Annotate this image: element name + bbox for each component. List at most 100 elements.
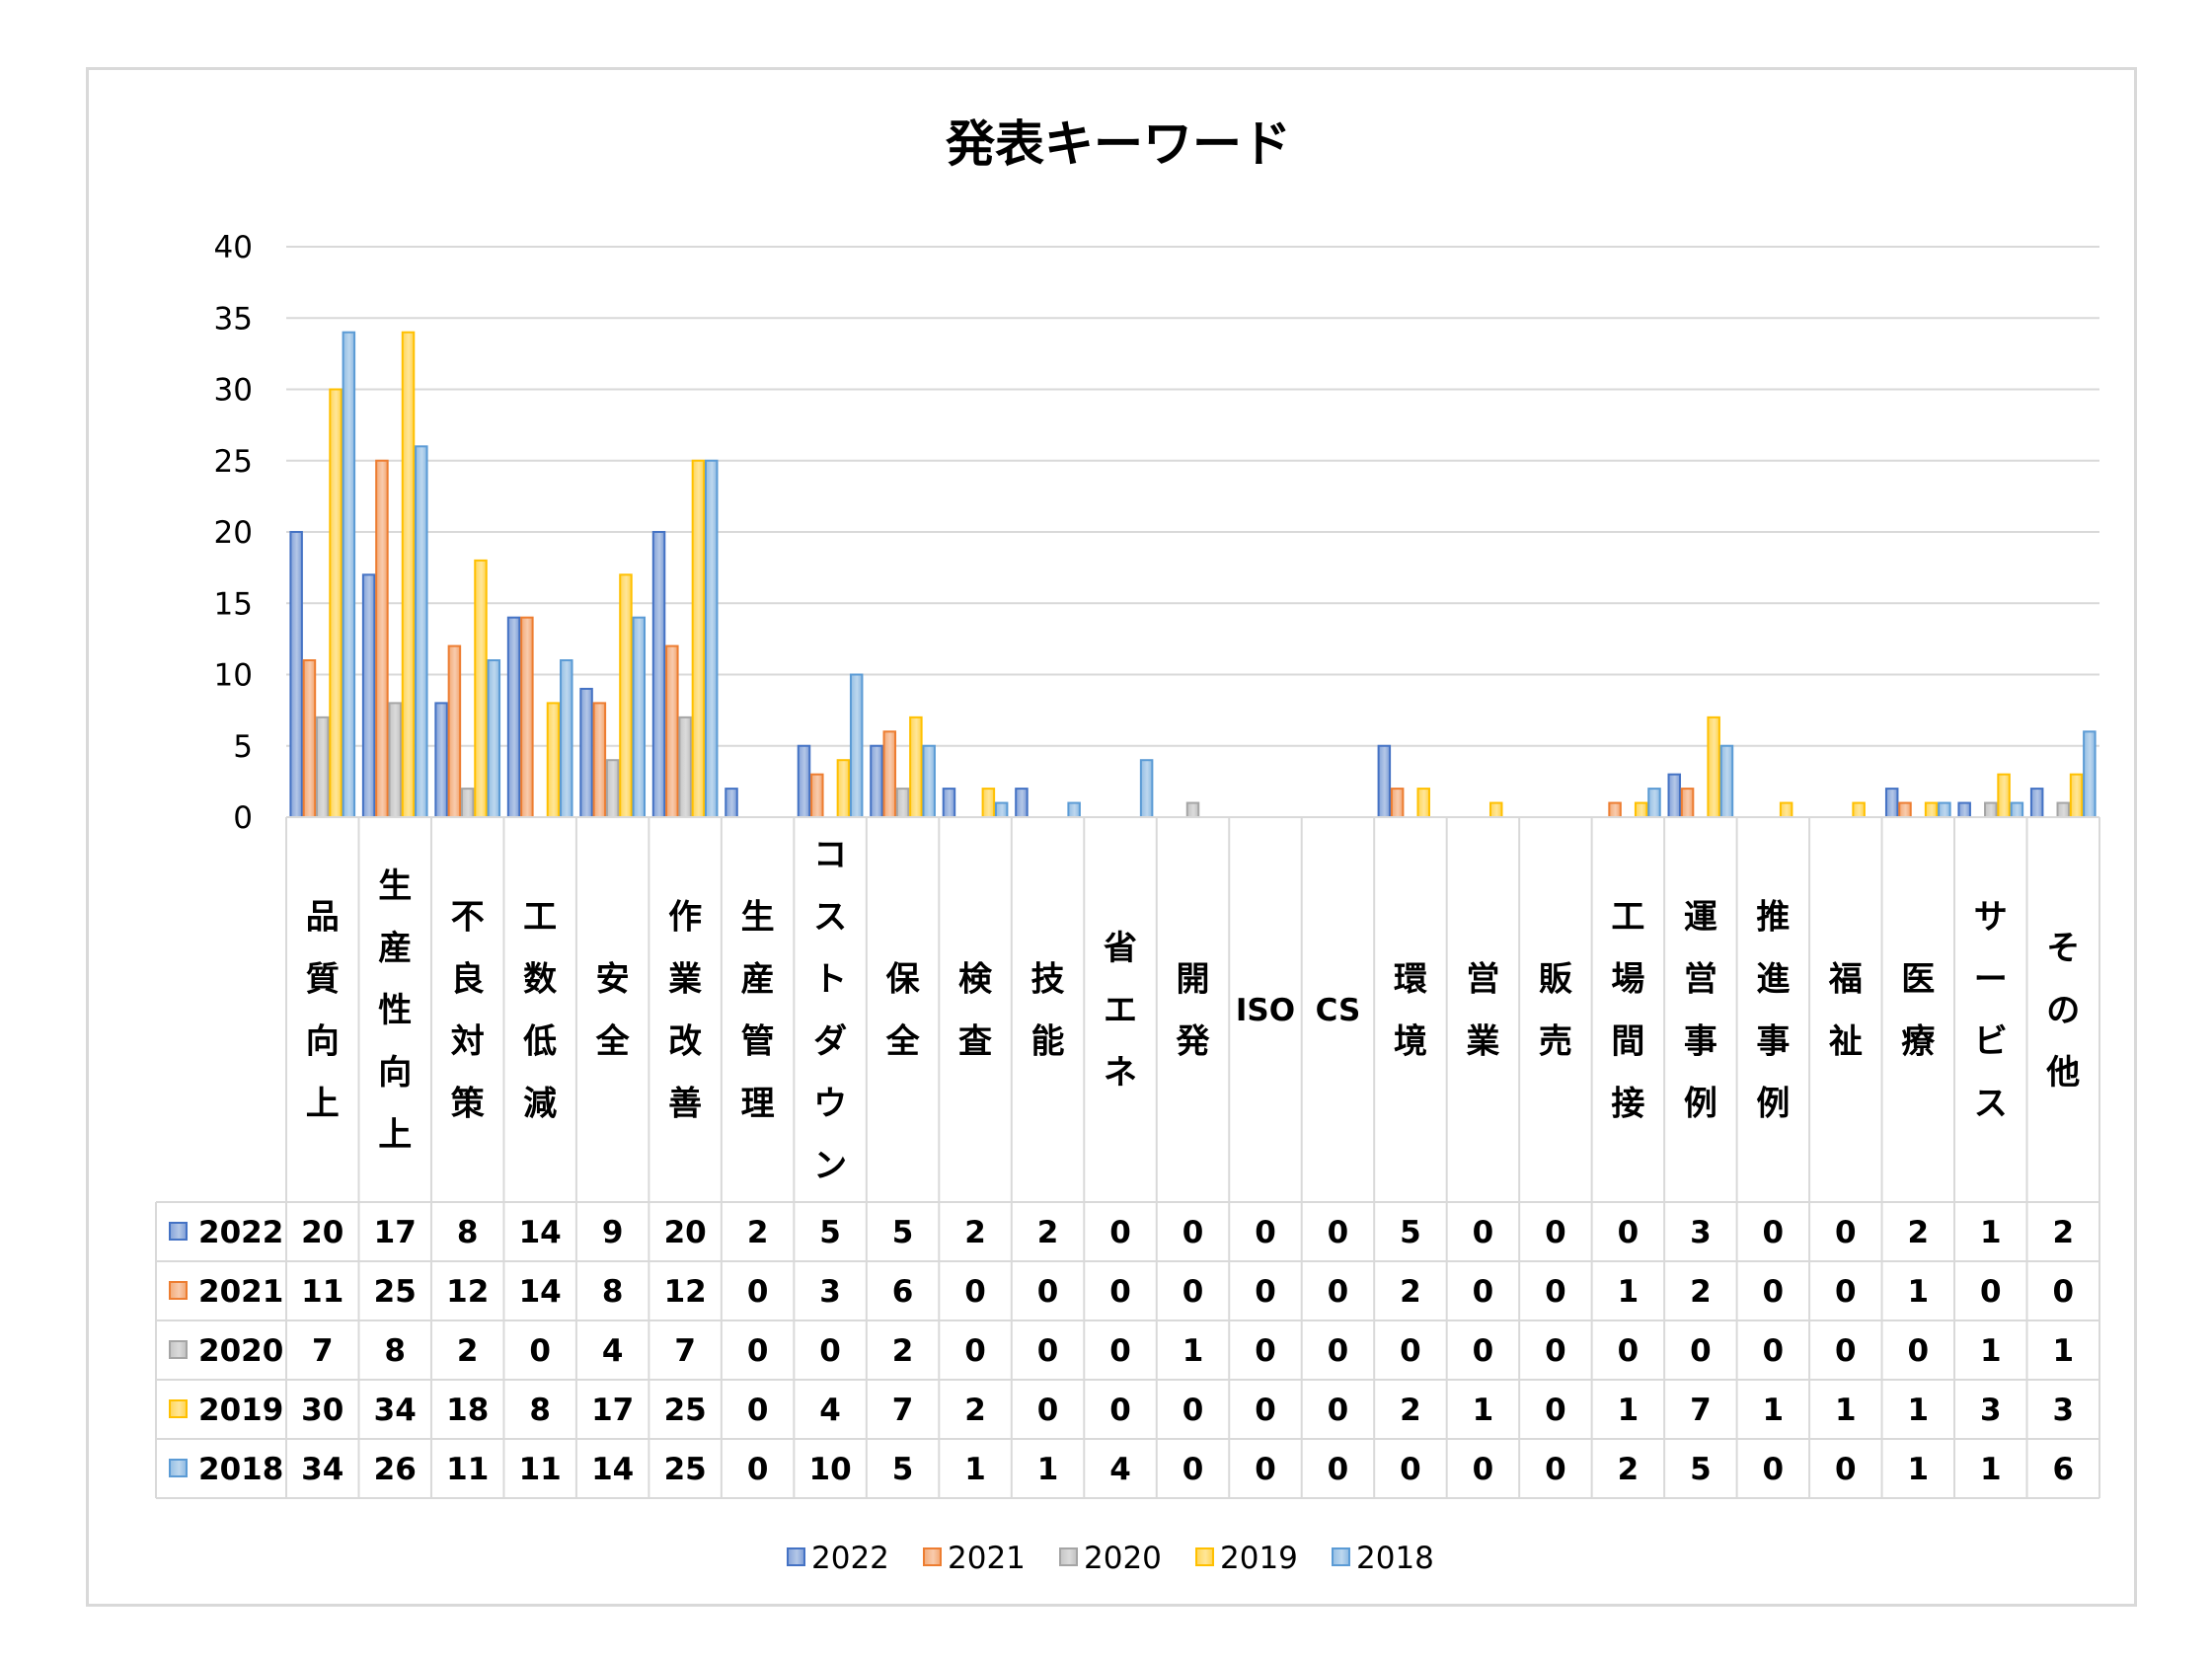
table-cell: 0	[1037, 1333, 1059, 1369]
y-tick-label: 25	[214, 444, 253, 480]
table-cell: 25	[664, 1452, 707, 1487]
table-cell: 0	[1255, 1333, 1276, 1369]
table-cell: 0	[1618, 1215, 1640, 1250]
bar-2018-22	[1938, 801, 1951, 818]
category-label: 福祉	[1828, 960, 1863, 1062]
legend-key-2021	[923, 1547, 942, 1566]
table-cell: 7	[312, 1333, 334, 1369]
bar-2022-7	[797, 744, 811, 818]
table-cell: 0	[1473, 1215, 1494, 1250]
table-cell: 25	[664, 1393, 707, 1428]
y-tick-label: 0	[233, 800, 253, 836]
table-cell: 14	[519, 1274, 562, 1310]
table-cell: 1	[1763, 1393, 1785, 1428]
bar-2018-11	[1139, 759, 1154, 819]
table-cell: 0	[747, 1333, 769, 1369]
table-cell: 0	[1182, 1215, 1204, 1250]
bar-2020-23	[1984, 801, 1998, 818]
table-cell: 1	[1618, 1274, 1640, 1310]
bar-2021-5	[665, 644, 679, 818]
legend: 2022 2021 2020 2019 2018	[787, 1541, 1434, 1576]
table-cell: 0	[1763, 1333, 1785, 1369]
category-label: 工場間接	[1611, 898, 1644, 1124]
bar-2019-15	[1416, 788, 1430, 818]
table-cell: 0	[1400, 1333, 1421, 1369]
table-cell: 2	[747, 1215, 769, 1250]
category-label: 検査	[958, 960, 993, 1062]
table-cell: 0	[1763, 1215, 1785, 1250]
bar-2019-20	[1779, 801, 1793, 818]
table-cell: 9	[602, 1215, 624, 1250]
table-cell: 0	[1400, 1452, 1421, 1487]
bar-2021-1	[375, 459, 389, 818]
table-cell: 2	[892, 1333, 914, 1369]
legend-label-2022: 2022	[811, 1541, 889, 1576]
bar-2022-24	[2029, 788, 2044, 818]
table-cell: 0	[1763, 1452, 1785, 1487]
table-cell: 11	[519, 1452, 562, 1487]
bar-2022-2	[434, 702, 448, 819]
legend-label-2019: 2019	[1220, 1541, 1298, 1576]
bar-2019-7	[836, 759, 851, 819]
table-cell: 0	[1109, 1215, 1131, 1250]
table-cell: 0	[1037, 1393, 1059, 1428]
bar-2021-4	[592, 702, 607, 819]
table-cell: 5	[892, 1215, 914, 1250]
table-cell: 0	[1255, 1274, 1276, 1310]
row-label-2018: 2018	[198, 1452, 283, 1487]
category-label: 工数低減	[523, 898, 557, 1124]
category-label: 推進事例	[1756, 898, 1790, 1124]
bar-2022-9	[942, 788, 956, 818]
bar-2022-10	[1015, 788, 1029, 818]
y-tick-label: 15	[214, 586, 253, 622]
category-label: 品質向上	[306, 898, 340, 1124]
bar-2021-15	[1390, 788, 1405, 818]
table-cell: 0	[1545, 1215, 1566, 1250]
category-label: 作業改善	[668, 898, 702, 1124]
table-cell: 2	[964, 1393, 986, 1428]
bar-2021-8	[882, 730, 897, 818]
table-cell: 0	[1182, 1452, 1204, 1487]
bar-2020-24	[2056, 801, 2071, 818]
table-cell: 0	[1545, 1452, 1566, 1487]
table-cell: 0	[1545, 1274, 1566, 1310]
legend-key-2022	[787, 1547, 805, 1566]
legend-label-2018: 2018	[1356, 1541, 1434, 1576]
table-cell: 2	[457, 1333, 479, 1369]
table-cell: 3	[1980, 1393, 2002, 1428]
bar-2022-15	[1377, 744, 1392, 818]
table-cell: 0	[1908, 1333, 1930, 1369]
bar-2021-2	[447, 644, 462, 818]
table-cell: 8	[602, 1274, 624, 1310]
bar-2019-18	[1634, 801, 1648, 818]
legend-key-2019	[1195, 1547, 1214, 1566]
table-cell: 8	[384, 1333, 406, 1369]
table-cell: 2	[964, 1215, 986, 1250]
table-cell: 7	[674, 1333, 696, 1369]
row-label-2022: 2022	[198, 1215, 283, 1250]
bar-2018-2	[487, 659, 501, 818]
bar-2022-8	[870, 744, 883, 818]
y-tick-label: 5	[233, 729, 253, 765]
table-cell: 3	[2052, 1393, 2074, 1428]
bar-2019-21	[1852, 801, 1866, 818]
table-cell: 17	[374, 1215, 417, 1250]
bar-2019-24	[2069, 773, 2084, 819]
bar-2020-12	[1185, 801, 1200, 818]
table-cell: 1	[1980, 1452, 2002, 1487]
table-cell: 5	[1690, 1452, 1712, 1487]
table-cell: 4	[1109, 1452, 1131, 1487]
table-cell: 4	[602, 1333, 624, 1369]
category-label: 営業	[1466, 960, 1499, 1062]
category-label: 環境	[1394, 960, 1427, 1062]
table-cell: 0	[1473, 1452, 1494, 1487]
table-cell: 0	[1545, 1333, 1566, 1369]
y-tick-label: 40	[214, 230, 253, 265]
bar-2020-1	[388, 702, 402, 819]
bar-2018-8	[922, 744, 936, 818]
table-cell: 1	[1037, 1452, 1059, 1487]
bar-2022-1	[361, 573, 376, 818]
table-cell: 1	[1908, 1393, 1930, 1428]
chart-title: 発表キーワード	[946, 115, 1291, 173]
table-cell: 30	[301, 1393, 343, 1428]
